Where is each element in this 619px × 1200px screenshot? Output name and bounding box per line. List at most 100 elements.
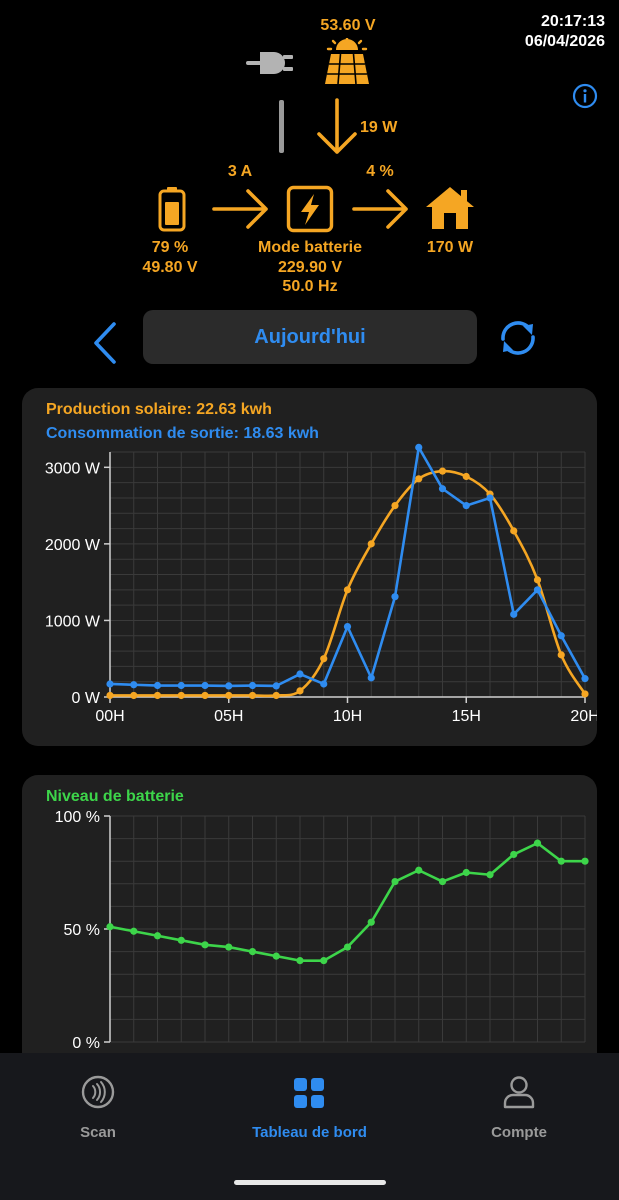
data-point — [581, 857, 589, 865]
date-selector-label: Aujourd'hui — [254, 325, 366, 348]
inverter-icon — [286, 185, 334, 233]
chart-grid — [109, 815, 586, 1043]
data-point — [320, 957, 328, 965]
y-tick-label: 1000 W — [45, 613, 101, 630]
data-point — [106, 691, 114, 700]
load-power: 170 W — [426, 239, 474, 256]
data-point — [510, 527, 518, 535]
data-point — [225, 682, 233, 690]
data-point — [177, 936, 185, 944]
data-point — [486, 494, 494, 502]
data-point — [557, 632, 565, 640]
info-icon[interactable] — [572, 83, 598, 109]
data-point — [391, 593, 399, 601]
data-point — [486, 871, 494, 879]
y-tick-label: 3000 W — [45, 460, 101, 477]
data-point — [510, 610, 518, 618]
y-tick-label: 0 % — [72, 1035, 100, 1052]
dashboard-grid-icon — [294, 1078, 324, 1108]
output-percent: 4 % — [366, 163, 394, 180]
nfc-scan-icon — [81, 1075, 115, 1109]
data-point — [272, 952, 280, 960]
clock-date: 06/04/2026 — [524, 33, 605, 50]
bottom-navigation: Scan Tableau de bord Compte — [0, 1053, 619, 1200]
data-point — [248, 681, 257, 690]
solar-panel-icon — [325, 38, 369, 85]
data-point — [367, 540, 375, 548]
data-point — [367, 674, 375, 682]
data-point — [343, 943, 352, 951]
data-point — [272, 691, 280, 700]
output-frequency: 50.0 Hz — [282, 278, 338, 295]
x-tick-label: 05H — [214, 708, 243, 725]
house-icon — [426, 187, 474, 229]
data-point — [130, 927, 138, 935]
data-point — [153, 932, 162, 940]
data-point — [272, 682, 280, 690]
data-point — [201, 691, 209, 700]
inverter-mode: Mode batterie — [257, 239, 362, 256]
data-point — [296, 687, 304, 695]
data-point — [130, 681, 138, 689]
battery-voltage: 49.80 V — [142, 259, 198, 276]
data-point — [106, 680, 114, 688]
arrow-right-icon — [352, 189, 408, 229]
data-point — [510, 850, 518, 859]
data-point — [201, 941, 209, 949]
chart-grid — [109, 451, 586, 698]
solar-voltage: 53.60 V — [320, 17, 376, 34]
refresh-icon[interactable] — [497, 318, 539, 358]
data-point — [557, 857, 565, 865]
data-point — [462, 501, 470, 510]
home-indicator — [234, 1180, 386, 1185]
x-tick-label: 20H — [570, 708, 597, 725]
battery-current: 3 A — [227, 163, 253, 180]
data-point — [153, 681, 162, 690]
battery-icon — [158, 187, 186, 232]
data-point — [201, 681, 209, 690]
power-chart-card: Production solaire: 22.63 kwh Consommati… — [22, 388, 597, 746]
data-point — [415, 475, 423, 483]
data-point — [177, 691, 185, 700]
solar-power: 19 W — [360, 119, 398, 136]
user-icon — [503, 1076, 535, 1109]
nav-scan-label: Scan — [80, 1124, 116, 1141]
battery-chart[interactable]: 0 % 50 % 100 % — [22, 775, 597, 1075]
data-point — [415, 866, 423, 874]
data-point — [533, 839, 542, 847]
data-point — [296, 957, 304, 965]
data-point — [438, 877, 447, 886]
date-selector-button[interactable]: Aujourd'hui — [143, 310, 477, 364]
data-point — [177, 681, 185, 690]
data-point — [320, 680, 328, 688]
data-point — [106, 923, 114, 931]
battery-level-legend: Niveau de batterie — [46, 788, 184, 805]
data-point — [581, 690, 589, 698]
data-point — [533, 586, 542, 594]
arrow-down-icon — [317, 98, 357, 154]
data-point — [343, 622, 352, 631]
data-point — [130, 691, 138, 700]
y-tick-label: 0 W — [72, 690, 101, 707]
chevron-left-icon[interactable] — [88, 320, 120, 366]
data-point — [415, 443, 423, 452]
data-point — [533, 576, 542, 584]
x-tick-label: 15H — [452, 708, 481, 725]
nav-account-label: Compte — [491, 1124, 547, 1141]
data-point — [320, 655, 328, 663]
grid-plug-icon — [246, 52, 293, 74]
x-tick-label: 00H — [95, 708, 124, 725]
consumption-legend: Consommation de sortie: 18.63 kwh — [46, 425, 319, 442]
power-chart[interactable]: 0 W 1000 W 2000 W 3000 W 00H 05H 10H 15H 20H — [22, 388, 597, 746]
data-point — [438, 485, 447, 493]
arrow-right-icon — [212, 189, 268, 229]
clock-time: 20:17:13 — [540, 13, 605, 30]
x-tick-label: 10H — [333, 708, 362, 725]
data-point — [391, 877, 399, 886]
data-point — [153, 691, 162, 700]
data-point — [391, 501, 399, 510]
battery-level: 79 % — [151, 239, 189, 256]
data-point — [225, 691, 233, 700]
y-tick-label: 2000 W — [45, 537, 101, 554]
y-tick-label: 50 % — [64, 922, 100, 939]
